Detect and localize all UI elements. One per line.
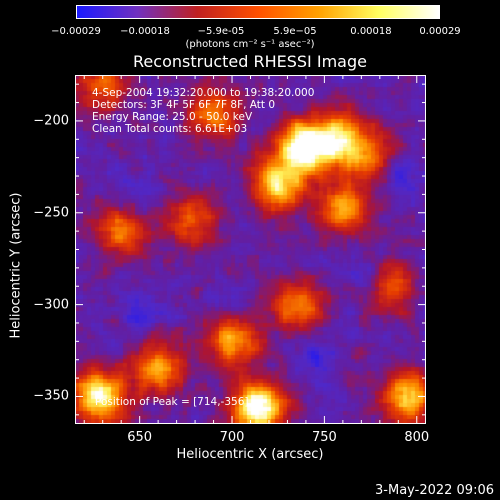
y-tick-label: −350	[33, 388, 69, 404]
colorbar-tick-label: 0.00018	[350, 26, 392, 37]
annotation-time: 4-Sep-2004 19:32:20.000 to 19:38:20.000	[92, 87, 315, 99]
annotation-detectors: Detectors: 3F 4F 5F 6F 7F 8F, Att 0	[92, 99, 276, 111]
annotation-energy: Energy Range: 25.0 - 50.0 keV	[92, 111, 253, 123]
colorbar-tick-label: 5.9e−05	[273, 26, 317, 37]
y-tick-label: −300	[33, 297, 69, 313]
plot-frame	[75, 75, 426, 424]
x-axis-label: Heliocentric X (arcsec)	[176, 447, 324, 462]
x-tick-label: 650	[127, 430, 153, 445]
y-tick-label: −200	[33, 113, 69, 129]
colorbar-tick-label: 0.00029	[419, 26, 461, 37]
colorbar-tick-label: −0.00018	[120, 26, 170, 37]
colorbar-tick-label: −0.00029	[51, 26, 101, 37]
tick-marks	[75, 75, 426, 424]
footer-date: 3-May-2022 09:06	[375, 483, 494, 498]
annotation-clean: Clean Total counts: 6.61E+03	[92, 123, 248, 135]
x-tick-label: 700	[219, 430, 245, 445]
heatmap-image	[75, 75, 426, 424]
y-tick-label: −250	[33, 205, 69, 221]
colorbar-units: (photons cm⁻² s⁻¹ asec⁻²)	[185, 39, 315, 50]
x-tick-label: 750	[311, 430, 337, 445]
colorbar-tick-label: −5.9e-05	[197, 26, 245, 37]
annotation-peak: Position of Peak = [714,-356]	[95, 396, 249, 408]
x-tick-label: 800	[404, 430, 430, 445]
chart-title: Reconstructed RHESSI Image	[133, 52, 367, 71]
colorbar	[76, 5, 440, 19]
y-axis-label: Heliocentric Y (arcsec)	[8, 192, 24, 339]
